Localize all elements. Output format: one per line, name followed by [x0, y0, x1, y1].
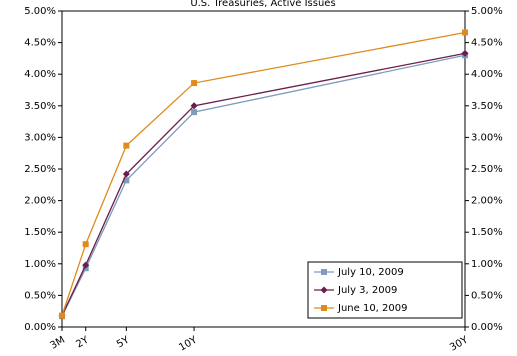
x-tick-label: 30Y [448, 334, 471, 353]
legend-marker [320, 286, 328, 294]
y2-tick-label: 1.00% [471, 259, 503, 270]
marker [122, 170, 130, 178]
y-tick-label: 3.50% [24, 101, 56, 112]
legend: July 10, 2009 July 3, 2009 June 10, 2009 [307, 261, 463, 319]
y2-tick-label: 1.50% [471, 227, 503, 238]
marker [191, 80, 198, 87]
y-tick-label: 3.00% [24, 132, 56, 143]
marker [123, 177, 130, 184]
marker [461, 49, 469, 57]
y2-tick-label: 5.00% [471, 6, 503, 17]
y-tick-label: 5.00% [24, 6, 56, 17]
legend-label: June 10, 2009 [337, 303, 408, 314]
y2-tick-label: 3.50% [471, 101, 503, 112]
y-tick-label: 4.50% [24, 38, 56, 49]
y-tick-label: 2.50% [24, 164, 56, 175]
x-tick-label: 10Y [177, 334, 200, 353]
y2-tick-label: 4.50% [471, 38, 503, 49]
marker [190, 102, 198, 110]
y2-tick-label: 2.00% [471, 196, 503, 207]
y-tick-label: 1.50% [24, 227, 56, 238]
y2-tick-label: 0.50% [471, 290, 503, 301]
y2-tick-label: 4.00% [471, 69, 503, 80]
legend-label: July 3, 2009 [337, 285, 397, 296]
y2-tick-label: 0.00% [471, 322, 503, 333]
x-tick-label: 2Y [74, 334, 91, 350]
marker [462, 29, 468, 36]
x-tick-label: 5Y [115, 334, 132, 350]
legend-marker [321, 269, 327, 275]
y2-tick-label: 3.00% [471, 132, 503, 143]
y2-tick-label: 2.50% [471, 164, 503, 175]
x-tick-label: 3M [49, 335, 67, 352]
marker [59, 312, 65, 319]
marker [82, 261, 90, 269]
legend-marker [321, 305, 327, 311]
chart-title: U.S. Treasuries, Active Issues [190, 0, 335, 9]
y-tick-label: 4.00% [24, 69, 56, 80]
marker [191, 109, 198, 116]
legend-label: July 10, 2009 [337, 267, 404, 278]
y-tick-label: 0.50% [24, 290, 56, 301]
y-tick-label: 0.00% [24, 322, 56, 333]
marker [123, 142, 130, 149]
y-tick-label: 2.00% [24, 196, 56, 207]
marker [82, 241, 89, 248]
y-tick-label: 1.00% [24, 259, 56, 270]
